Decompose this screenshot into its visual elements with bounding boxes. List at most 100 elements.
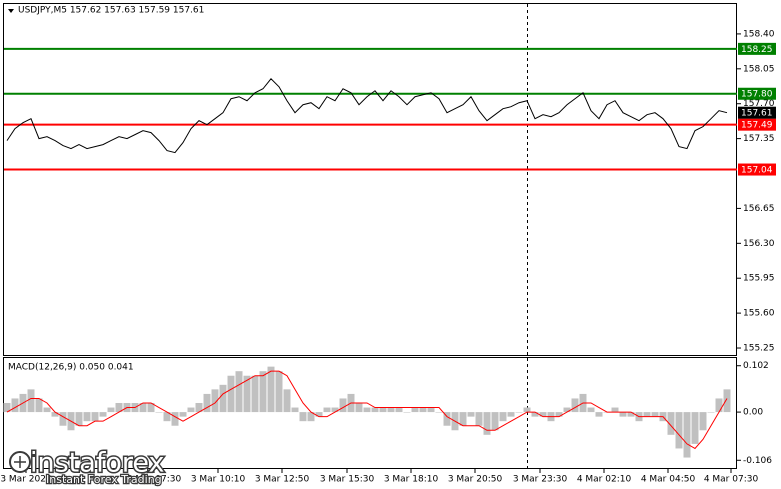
macd-bar <box>507 412 515 417</box>
macd-bar <box>315 412 323 417</box>
macd-bar <box>59 412 67 426</box>
macd-bar <box>523 407 531 413</box>
macd-bar <box>459 412 467 426</box>
macd-bar <box>427 407 435 413</box>
macd-bar <box>307 412 315 422</box>
macd-bar <box>587 407 595 413</box>
x-tick-label: 3 Mar 10:10 <box>191 475 246 485</box>
signal-line <box>6 370 728 450</box>
level-label-box <box>738 87 776 100</box>
level-label-box <box>738 42 776 55</box>
macd-bar <box>387 407 395 413</box>
price-panel <box>3 3 737 356</box>
x-tick-label: 3 Mar 23:30 <box>513 475 568 485</box>
macd-bar <box>11 398 19 413</box>
level-label-box <box>738 118 776 131</box>
macd-bar <box>491 412 499 431</box>
level-label: 157.80 <box>741 90 773 100</box>
macd-bar <box>195 403 203 413</box>
macd-bar <box>555 412 563 417</box>
macd-bar <box>539 412 547 417</box>
macd-bar <box>435 412 443 413</box>
level-label: 157.04 <box>741 166 773 176</box>
macd-bar <box>371 407 379 413</box>
macd-bar <box>187 407 195 413</box>
macd-bar <box>339 398 347 413</box>
macd-bar <box>643 412 651 417</box>
macd-bar <box>715 398 723 413</box>
y-tick-label: 156.30 <box>743 239 775 249</box>
macd-bar <box>259 371 267 413</box>
macd-bar <box>595 412 603 417</box>
macd-bar <box>331 407 339 413</box>
y-tick-label: 155.95 <box>743 274 775 284</box>
macd-bar <box>243 375 251 413</box>
macd-bar <box>571 398 579 413</box>
y-tick-label: 157.35 <box>743 134 775 144</box>
y-tick-label: 158.05 <box>743 64 775 74</box>
macd-bar <box>403 412 411 413</box>
x-tick-label: 3 Mar 2025 <box>0 475 51 485</box>
price-line <box>6 78 728 154</box>
macd-bar <box>475 412 483 426</box>
y-tick-label: 0.102 <box>743 361 769 371</box>
level-label: 157.49 <box>741 121 773 131</box>
y-tick-label: 157.70 <box>743 99 775 109</box>
macd-bar <box>531 412 539 417</box>
macd-bar <box>51 412 59 417</box>
macd-bar <box>619 412 627 417</box>
macd-bar <box>99 412 107 417</box>
menu-arrow <box>8 9 14 13</box>
macd-bar <box>291 407 299 413</box>
y-tick-label: 155.25 <box>743 344 775 354</box>
macd-bar <box>275 371 283 413</box>
plot-layer: 158.40 158.05 157.70 157.35 156.65 156.30 155.… <box>0 29 776 485</box>
x-tick-label: 3 Mar 12:50 <box>255 475 310 485</box>
macd-bar <box>379 407 387 413</box>
x-tick-label: 3 Mar 07:30 <box>127 475 182 485</box>
macd-bar <box>651 412 659 417</box>
macd-bar <box>627 412 635 417</box>
macd-bar <box>267 366 275 413</box>
macd-bar <box>251 375 259 413</box>
macd-bar <box>675 412 683 449</box>
macd-bar <box>83 412 91 422</box>
watermark-logo <box>9 451 31 473</box>
macd-bar <box>147 403 155 413</box>
x-tick-label: 3 Mar 15:30 <box>320 475 375 485</box>
macd-bar <box>155 412 163 413</box>
macd-bar <box>395 407 403 413</box>
macd-bar <box>171 412 179 426</box>
macd-bar <box>211 389 219 413</box>
macd-bar <box>683 412 691 458</box>
level-label-box <box>738 163 776 176</box>
macd-bar <box>219 384 227 413</box>
macd-panel <box>3 357 737 469</box>
macd-bar <box>363 407 371 413</box>
macd-bar <box>227 375 235 413</box>
y-tick-label: 156.65 <box>743 204 775 214</box>
macd-bar <box>203 393 211 413</box>
macd-bar <box>483 412 491 435</box>
macd-bar <box>723 389 731 413</box>
macd-bar <box>355 403 363 413</box>
last-price-label: 157.61 <box>741 109 773 119</box>
macd-bar <box>91 412 99 422</box>
macd-bar <box>283 389 291 413</box>
macd-bar <box>411 407 419 413</box>
macd-bar <box>667 412 675 435</box>
chart-title: USDJPY,M5 157.62 157.63 157.59 157.61 <box>18 6 204 16</box>
x-tick-label: 3 Mar 18:10 <box>384 475 439 485</box>
macd-bar <box>179 412 187 417</box>
macd-bar <box>707 412 715 413</box>
x-tick-label: 4 Mar 04:50 <box>641 475 696 485</box>
macd-bar <box>691 412 699 444</box>
macd-bar <box>467 412 475 417</box>
macd-bar <box>419 407 427 413</box>
macd-bar <box>3 403 11 413</box>
macd-bar <box>299 412 307 422</box>
macd-bar <box>107 407 115 413</box>
macd-title: MACD(12,26,9) 0.050 0.041 <box>8 363 134 373</box>
y-tick-label: 155.60 <box>743 309 775 319</box>
